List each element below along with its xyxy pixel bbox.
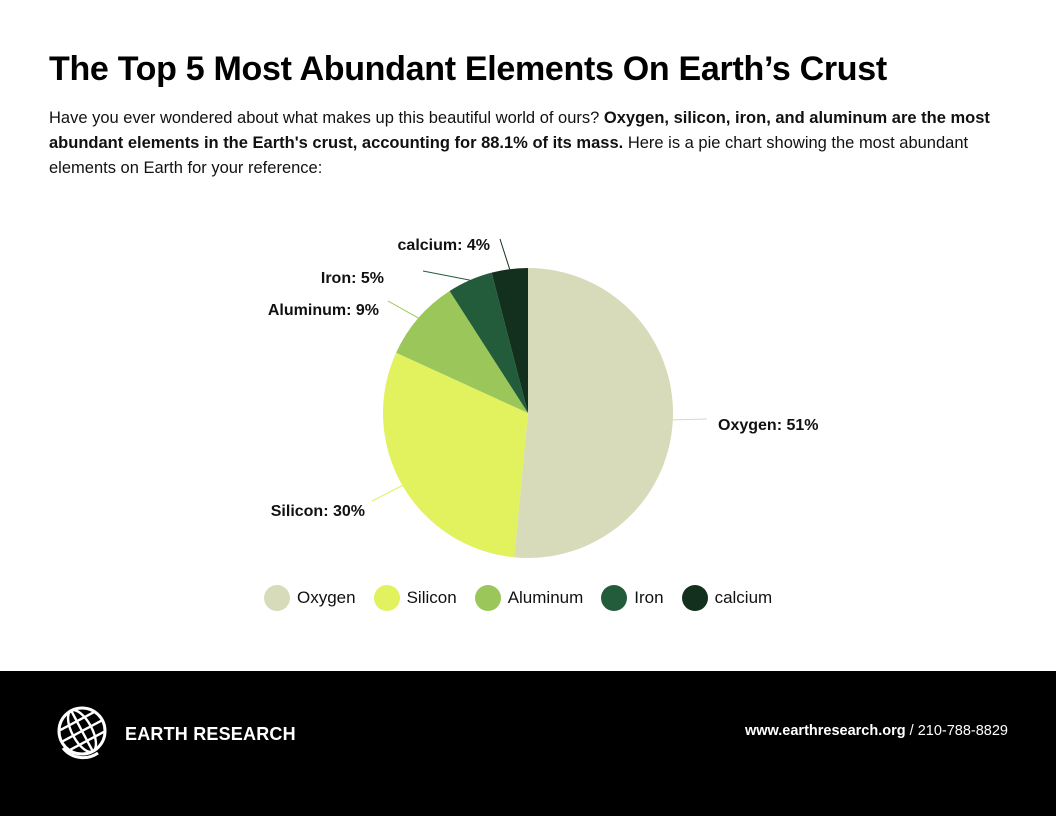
- leader-line-iron: [422, 270, 470, 281]
- phone-number: / 210-788-8829: [905, 723, 1008, 739]
- pie-slice-iron: [449, 272, 528, 413]
- legend-item-calcium: calcium: [681, 585, 773, 611]
- legend-swatch: [373, 585, 400, 611]
- legend-item-iron: Iron: [601, 585, 664, 611]
- legend-swatch: [264, 585, 290, 611]
- leader-line-calcium: [499, 238, 511, 270]
- pie-slices: [383, 268, 674, 558]
- legend-label: Oxygen: [297, 588, 356, 607]
- legend-label: Iron: [634, 588, 664, 607]
- contact-info: www.earthresearch.org / 210-788-8829: [745, 723, 1008, 739]
- slice-label-iron: Iron: 5%: [321, 270, 384, 287]
- legend-item-oxygen: Oxygen: [264, 585, 356, 611]
- legend-label: Aluminum: [507, 588, 584, 607]
- slice-labels: Oxygen: 51% Silicon: 30% Aluminum: 9% Iron:…: [268, 237, 819, 520]
- slice-label-calcium: calcium: 4%: [398, 237, 490, 254]
- page-title: The Top 5 Most Abundant Elements On Eart…: [49, 50, 887, 88]
- slice-label-silicon: Silicon: 30%: [271, 503, 365, 520]
- leader-lines: [371, 238, 708, 502]
- legend-swatch: [474, 585, 501, 611]
- pie-slice-silicon: [383, 352, 528, 558]
- legend-label: Silicon: [406, 588, 457, 607]
- legend-swatch: [601, 585, 628, 611]
- pie-chart: Oxygen: 51% Silicon: 30% Aluminum: 9% Iron:…: [268, 237, 819, 558]
- globe-icon: [57, 706, 107, 760]
- brand-name: EARTH RESEARCH: [125, 724, 296, 744]
- leader-line-aluminum: [387, 300, 419, 319]
- intro-paragraph: Have you ever wondered about what makes …: [49, 106, 1004, 181]
- legend-item-aluminum: Aluminum: [474, 585, 584, 611]
- legend-item-silicon: Silicon: [373, 585, 457, 611]
- slice-label-oxygen: Oxygen: 51%: [718, 417, 818, 434]
- pie-slice-aluminum: [396, 291, 528, 413]
- intro-text-bold: Oxygen, silicon, iron, and aluminum are …: [49, 109, 990, 152]
- pie-slice-oxygen: [514, 268, 674, 558]
- pie-slice-calcium: [491, 268, 528, 413]
- leader-line-oxygen: [672, 418, 708, 421]
- legend-label: calcium: [714, 588, 773, 607]
- chart-legend: Oxygen Silicon Aluminum Iron calcium: [264, 583, 772, 613]
- intro-text-start: Have you ever wondered about what makes …: [49, 109, 604, 127]
- footer: EARTH RESEARCH www.earthresearch.org / 2…: [0, 671, 1056, 816]
- legend-swatch: [681, 585, 708, 611]
- leader-line-silicon: [371, 485, 403, 502]
- slice-label-aluminum: Aluminum: 9%: [268, 302, 379, 319]
- website-link[interactable]: www.earthresearch.org: [744, 723, 906, 739]
- intro-text-end: Here is a pie chart showing the most abu…: [49, 134, 969, 177]
